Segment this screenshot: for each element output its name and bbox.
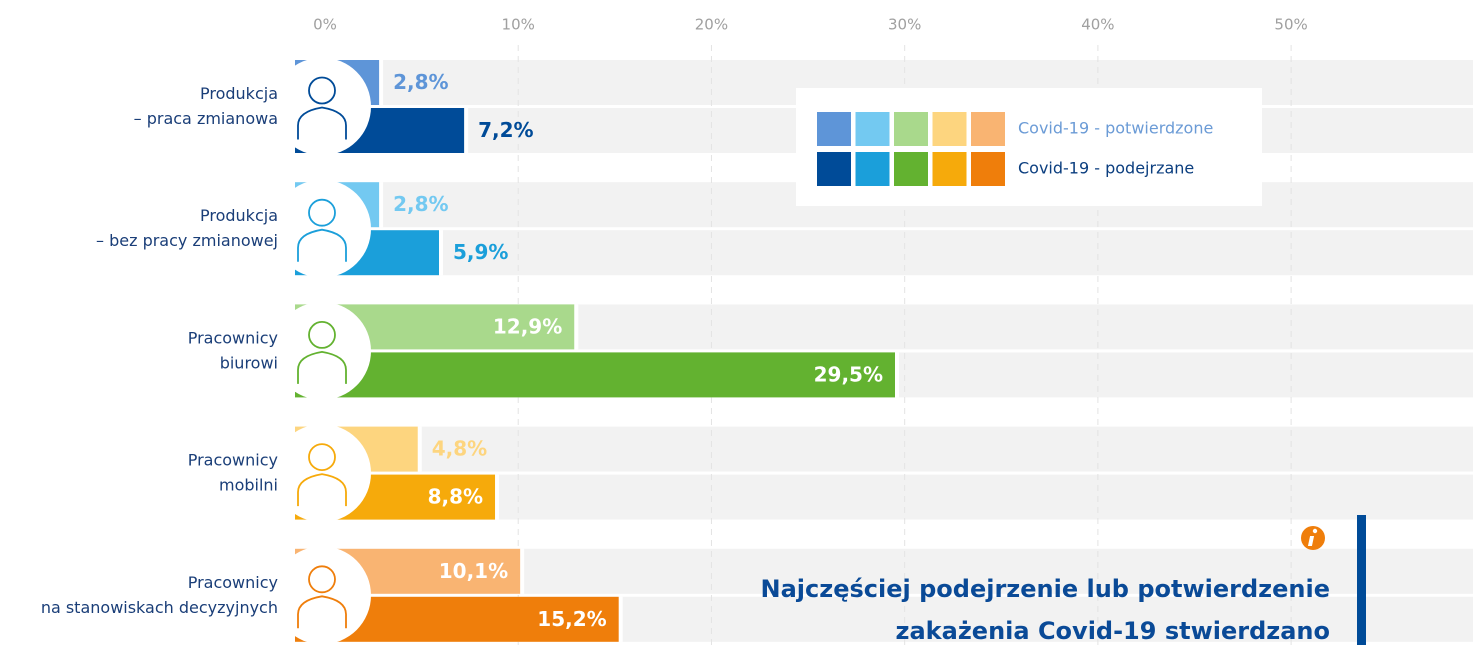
category-label: – bez pracy zmianowej [96, 231, 278, 250]
legend-swatch [971, 152, 1005, 186]
icon-head [308, 565, 336, 594]
category-label: Produkcja [200, 206, 278, 225]
icon-background [273, 546, 371, 645]
category-label: Produkcja [200, 84, 278, 103]
category-label: Pracownicy [188, 328, 278, 347]
icon-body [297, 106, 347, 140]
x-tick-label: 10% [502, 16, 535, 34]
icon-background [273, 57, 371, 156]
x-tick-label: 20% [695, 16, 728, 34]
legend-swatch [932, 112, 967, 146]
data-label: 29,5% [814, 362, 883, 386]
info-icon-dot [1312, 528, 1318, 534]
x-tick-label: 50% [1274, 16, 1307, 34]
icon-body [297, 595, 347, 629]
legend-swatch [817, 152, 851, 186]
icon-background [273, 424, 371, 523]
icon-background [273, 301, 371, 400]
legend-swatch [855, 112, 890, 146]
annotation-text: Najczęściej podejrzenie lub potwierdzeni… [761, 575, 1330, 603]
icon-head [308, 76, 336, 105]
data-label: 2,8% [393, 70, 448, 94]
category-label: mobilni [219, 476, 278, 495]
row-background [300, 426, 1473, 472]
legend-label: Covid-19 - podejrzane [1018, 159, 1194, 178]
bar [295, 352, 895, 398]
icon-background [273, 179, 371, 278]
legend-label: Covid-19 - potwierdzone [1018, 119, 1213, 138]
legend-swatch [932, 152, 967, 186]
category-label: na stanowiskach decyzyjnych [41, 598, 278, 617]
icon-head [308, 320, 336, 349]
legend-swatch [855, 152, 890, 186]
icon-body [297, 350, 347, 384]
data-label: 2,8% [393, 192, 448, 216]
x-tick-label: 40% [1081, 16, 1114, 34]
row-background [300, 230, 1473, 276]
data-label: 7,2% [478, 118, 533, 142]
legend-swatch [894, 152, 928, 186]
data-label: 10,1% [439, 559, 508, 583]
legend-swatch [971, 112, 1005, 146]
annotation-bar [1357, 515, 1366, 645]
data-label: 5,9% [453, 240, 508, 264]
category-label: Pracownicy [188, 451, 278, 470]
icon-head [308, 198, 336, 227]
info-icon-stem [1307, 536, 1315, 546]
category-label: Pracownicy [188, 573, 278, 592]
legend-swatch [894, 112, 928, 146]
data-label: 12,9% [493, 314, 562, 338]
annotation-text: zakażenia Covid-19 stwierdzano [896, 617, 1330, 645]
data-label: 8,8% [428, 485, 483, 509]
icon-body [297, 228, 347, 262]
x-tick-label: 30% [888, 16, 921, 34]
legend-box [796, 88, 1262, 206]
icon-head [308, 443, 336, 472]
data-label: 15,2% [537, 607, 606, 631]
legend-swatch [817, 112, 851, 146]
x-tick-label: 0% [313, 16, 337, 34]
category-label: biurowi [220, 353, 278, 372]
category-label: – praca zmianowa [134, 109, 278, 128]
icon-body [297, 473, 347, 507]
data-label: 4,8% [432, 437, 487, 461]
